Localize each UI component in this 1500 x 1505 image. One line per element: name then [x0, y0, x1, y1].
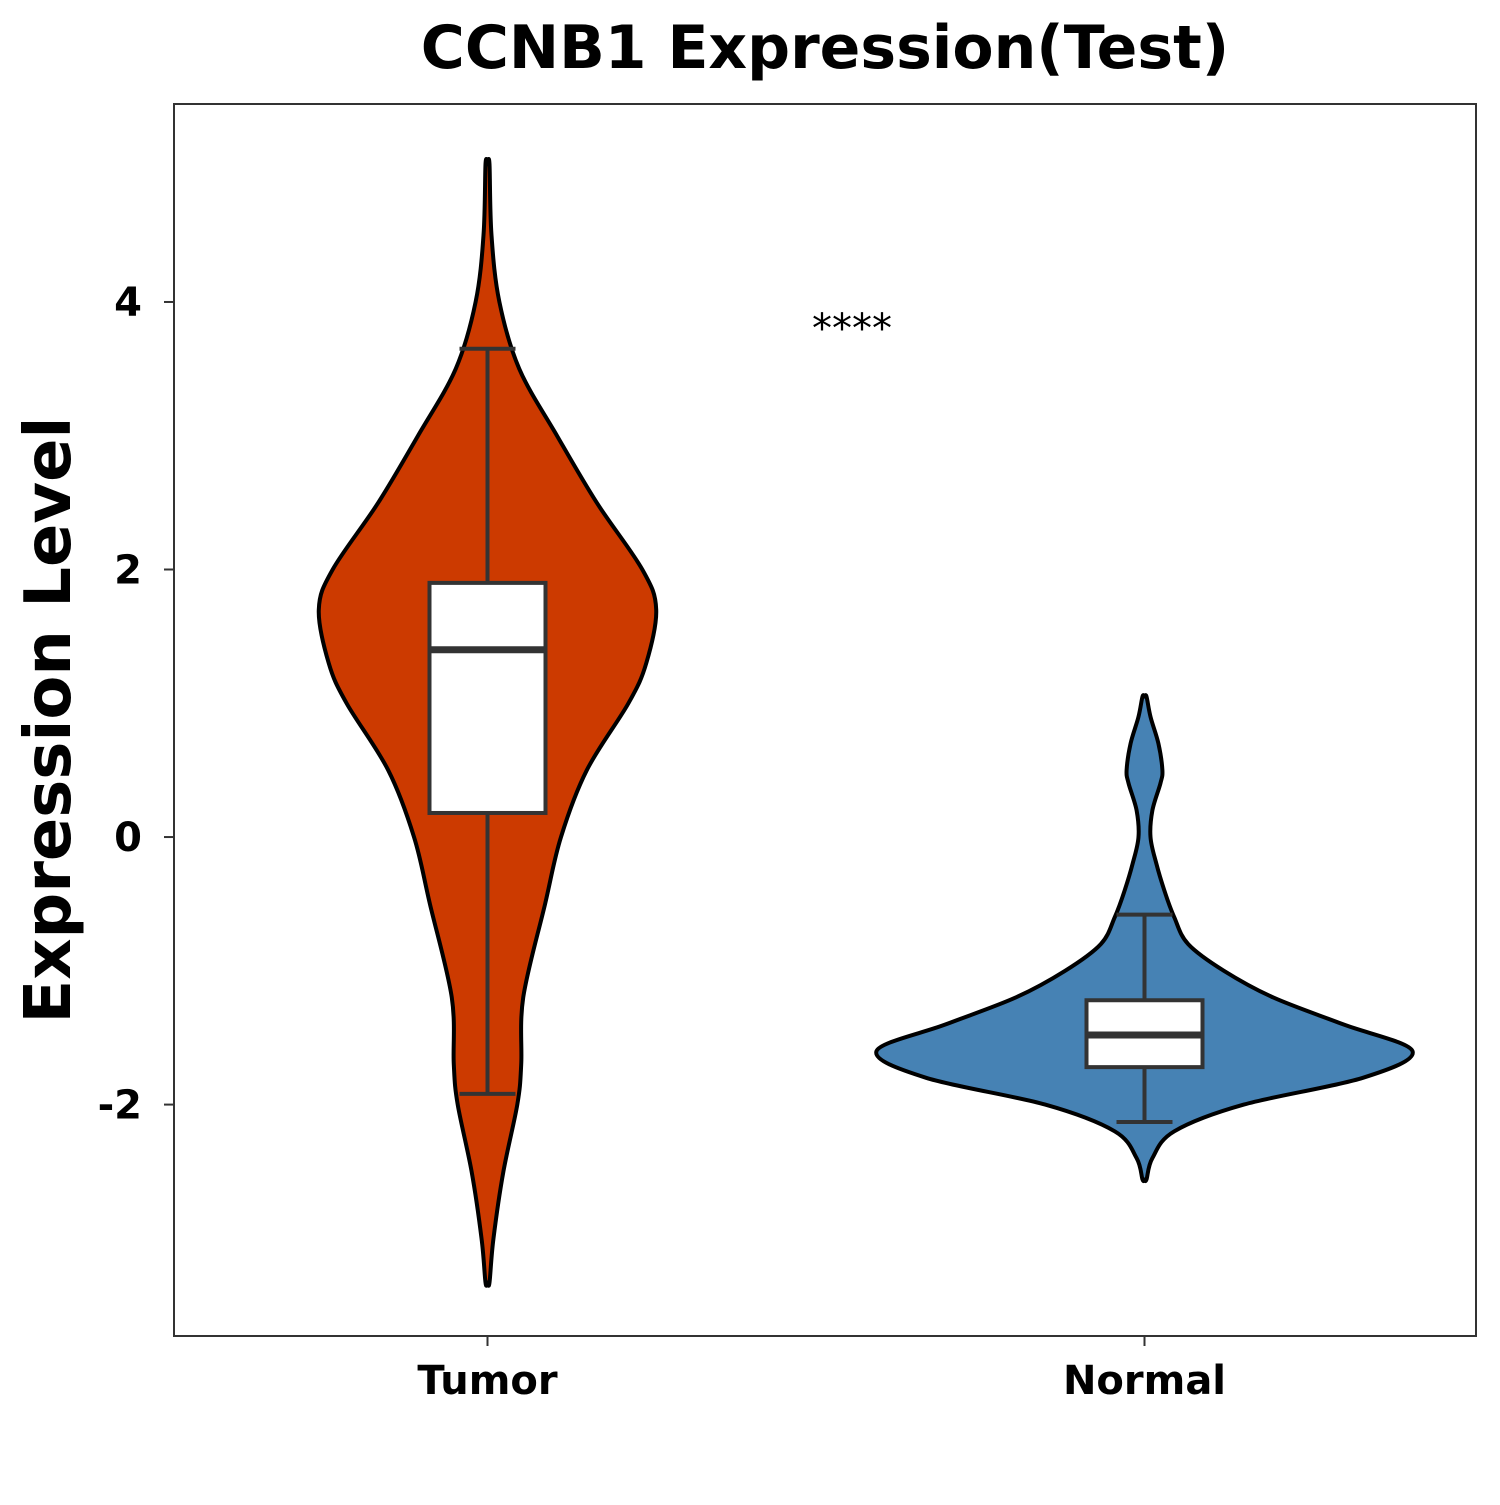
y-axis-label: Expression Level	[12, 417, 86, 1024]
plot-area	[316, 157, 1415, 1288]
violin-group-normal	[874, 693, 1415, 1184]
y-tick-label-0: -2	[98, 1083, 142, 1129]
y-tick-label-3: 4	[114, 280, 142, 326]
plot-frame	[173, 103, 1477, 1337]
y-tick-label-2: 2	[114, 548, 142, 594]
y-tick-label-1: 0	[114, 815, 142, 861]
chart-title: CCNB1 Expression(Test)	[421, 13, 1229, 83]
violin-group-tumor	[316, 157, 659, 1288]
box-tumor	[427, 580, 548, 815]
x-tick-label-normal: Normal	[1063, 1358, 1226, 1404]
significance-label: ****	[812, 306, 892, 352]
x-tick-label-tumor: Tumor	[417, 1358, 558, 1404]
